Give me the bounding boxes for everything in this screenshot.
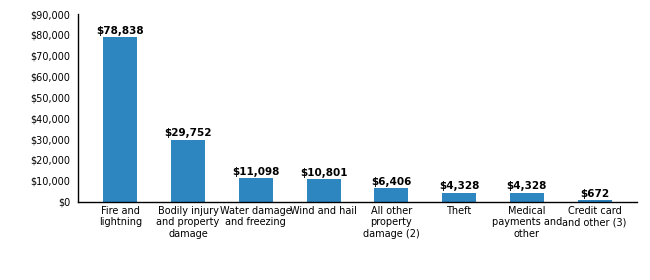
Text: $4,328: $4,328	[507, 181, 547, 191]
Text: $78,838: $78,838	[97, 26, 144, 36]
Text: $672: $672	[580, 189, 609, 199]
Bar	[510, 193, 544, 202]
Text: $4,328: $4,328	[439, 181, 479, 191]
Text: $10,801: $10,801	[300, 168, 347, 178]
Text: $6,406: $6,406	[371, 177, 411, 187]
Bar	[103, 37, 137, 202]
Bar	[578, 200, 612, 202]
Text: $11,098: $11,098	[232, 167, 280, 177]
Bar	[307, 179, 341, 202]
Text: $29,752: $29,752	[164, 128, 212, 138]
Bar	[442, 193, 476, 202]
Bar	[239, 178, 273, 202]
Bar	[374, 188, 408, 202]
Bar	[171, 140, 205, 202]
